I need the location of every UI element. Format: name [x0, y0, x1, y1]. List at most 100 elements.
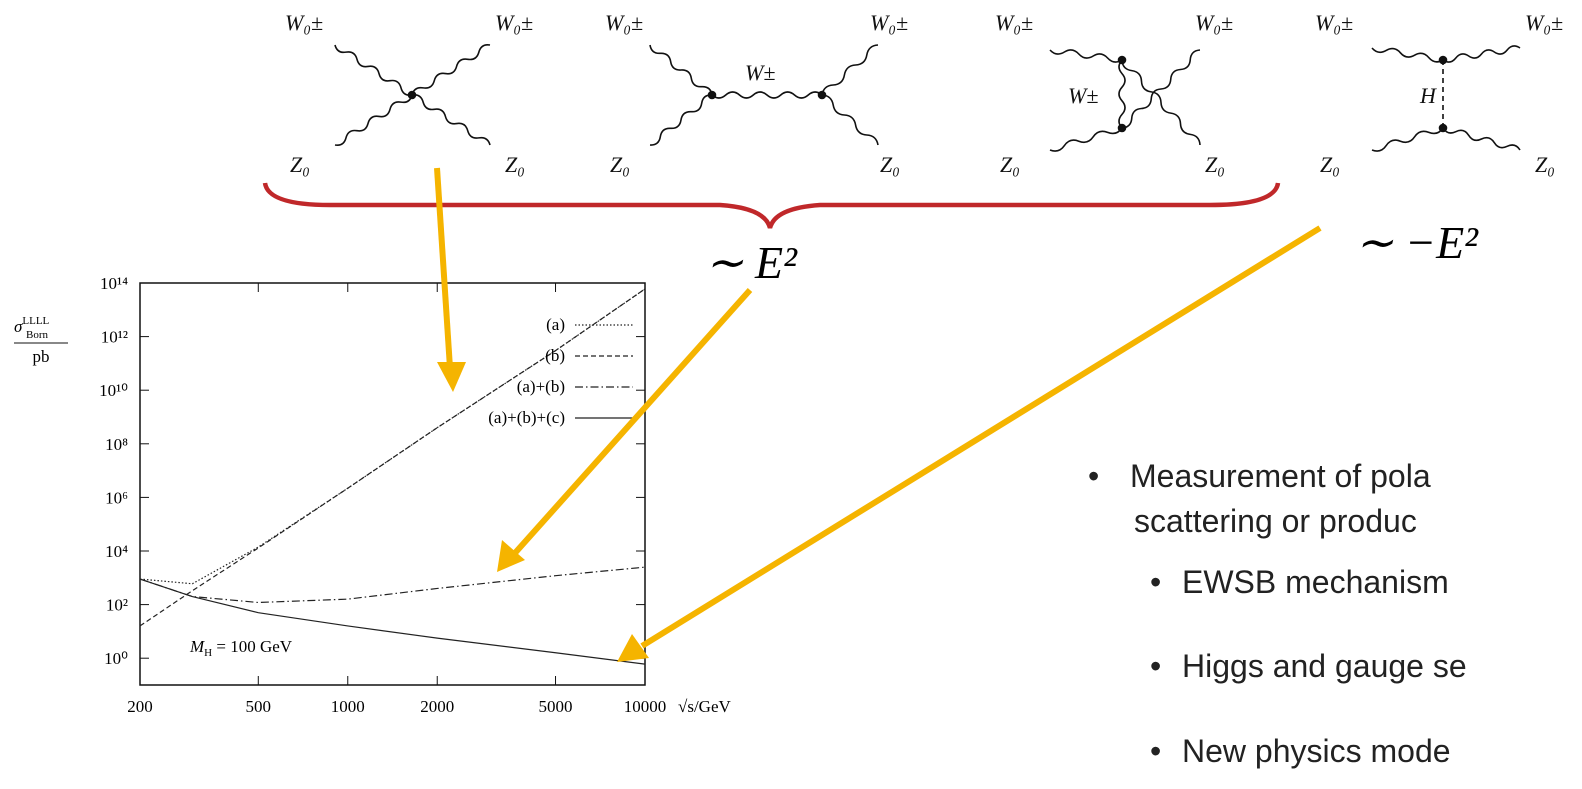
boson-line — [711, 91, 823, 99]
boson-line — [1121, 49, 1201, 129]
y-tick-label: 10¹² — [101, 328, 128, 347]
x-tick-label: 5000 — [539, 697, 573, 716]
series-line — [139, 288, 646, 585]
particle-label: Z₀ — [610, 152, 630, 177]
y-tick-label: 10⁴ — [105, 542, 128, 561]
scaling-label: ∼ E² — [705, 237, 798, 288]
y-tick-label: 10² — [106, 596, 128, 615]
particle-label: W₀± — [495, 10, 533, 35]
boson-line — [649, 44, 713, 96]
bullet-dot: • — [1150, 564, 1161, 600]
particle-label: Z₀ — [1000, 152, 1020, 177]
bullet-dot: • — [1150, 648, 1161, 684]
arrow — [640, 225, 1322, 649]
boson-line — [1121, 59, 1201, 146]
y-axis-label-part: Born — [26, 329, 49, 341]
x-axis-label: √s/GeV — [678, 697, 731, 716]
bullet-text: Higgs and gauge se — [1182, 648, 1467, 684]
legend-label: (a)+(b)+(c) — [488, 408, 565, 427]
particle-label: W₀± — [1525, 10, 1563, 35]
boson-line — [411, 93, 491, 146]
bullet-text: New physics mode — [1182, 733, 1451, 769]
feynman-diagrams: W₀± W₀± Z₀ Z₀ W₀± W₀± Z₀ Z₀ W± W₀± W₀± Z₀ Z₀ W± W₀± W₀±… — [285, 10, 1563, 177]
particle-label: W₀± — [605, 10, 643, 35]
propagator-label: H — [1419, 83, 1437, 108]
annotation-part: H — [204, 647, 212, 659]
arrow — [512, 288, 753, 555]
vertex — [1117, 123, 1127, 133]
boson-line — [1118, 59, 1126, 129]
arrow-head — [437, 362, 466, 392]
y-tick-label: 10⁶ — [105, 488, 128, 507]
y-axis-label-part: LLLL — [22, 315, 49, 327]
particle-label: Z₀ — [1535, 152, 1555, 177]
x-tick-label: 200 — [127, 697, 153, 716]
boson-line — [821, 44, 879, 96]
particle-label: W₀± — [1195, 10, 1233, 35]
y-axis-label-part: σ — [14, 317, 23, 336]
boson-line — [1442, 127, 1521, 151]
particle-label: Z₀ — [505, 152, 525, 177]
series-line — [139, 578, 646, 665]
scaling-label: ∼ −E² — [1355, 217, 1479, 268]
x-tick-label: 2000 — [420, 697, 454, 716]
bullet-text: Measurement of pola — [1130, 458, 1431, 494]
vertex — [707, 90, 717, 100]
chart: 10⁰ 10² 10⁴ 10⁶ 10⁸ 10¹⁰ 10¹² 10¹⁴ 200 500 1000 200… — [14, 274, 731, 716]
particle-label: W₀± — [870, 10, 908, 35]
propagator-label: W± — [1068, 83, 1098, 108]
annotation: MH = 100 GeV — [189, 637, 293, 659]
vertex — [817, 90, 827, 100]
particle-label: W₀± — [1315, 10, 1353, 35]
bullet-text: EWSB mechanism — [1182, 564, 1449, 600]
bullet-dot: • — [1088, 458, 1099, 494]
x-tick-label: 1000 — [331, 697, 365, 716]
bullet-dot: • — [1150, 733, 1161, 769]
boson-line — [1049, 127, 1123, 152]
arrows — [434, 167, 1322, 662]
particle-label: W₀± — [995, 10, 1033, 35]
annotation-part: M — [189, 637, 205, 656]
particle-label: Z₀ — [290, 152, 310, 177]
arrow-head — [617, 634, 649, 662]
legend-label: (b) — [545, 346, 565, 365]
vertex — [1438, 55, 1448, 65]
boson-line — [821, 94, 879, 146]
boson-line — [334, 94, 413, 147]
bullets: • Measurement of pola scattering or prod… — [1088, 458, 1467, 769]
vertex — [407, 90, 417, 100]
x-tick-label: 500 — [246, 697, 272, 716]
particle-label: Z₀ — [1205, 152, 1225, 177]
boson-line — [1371, 47, 1444, 63]
arrow-head — [497, 540, 525, 572]
y-axis-label: σLLLL Born — [14, 315, 50, 341]
y-tick-label: 10¹⁰ — [99, 381, 128, 400]
particle-label: W₀± — [285, 10, 323, 35]
propagator-label: W± — [745, 60, 775, 85]
y-axis-label-unit: pb — [33, 347, 50, 366]
boson-line — [649, 94, 713, 146]
boson-line — [1442, 45, 1521, 63]
vertex — [1117, 55, 1127, 65]
series-line — [139, 288, 646, 627]
series-line — [139, 566, 646, 604]
legend-label: (a) — [546, 315, 565, 334]
y-tick-label: 10⁰ — [104, 649, 128, 668]
plot-frame — [139, 282, 646, 686]
x-tick-label: 10000 — [624, 697, 667, 716]
annotation-part: = 100 GeV — [212, 637, 293, 656]
particle-label: Z₀ — [880, 152, 900, 177]
arrow — [434, 167, 453, 369]
vertex — [1438, 123, 1448, 133]
boson-line — [411, 43, 491, 96]
boson-line — [334, 44, 413, 97]
boson-line — [1371, 127, 1444, 152]
y-tick-label: 10¹⁴ — [100, 274, 128, 293]
particle-label: Z₀ — [1320, 152, 1340, 177]
y-tick-label: 10⁸ — [105, 435, 128, 454]
legend-label: (a)+(b) — [517, 377, 565, 396]
bullet-text: scattering or produc — [1134, 503, 1417, 539]
boson-line — [1049, 49, 1123, 63]
brace — [262, 182, 1281, 229]
